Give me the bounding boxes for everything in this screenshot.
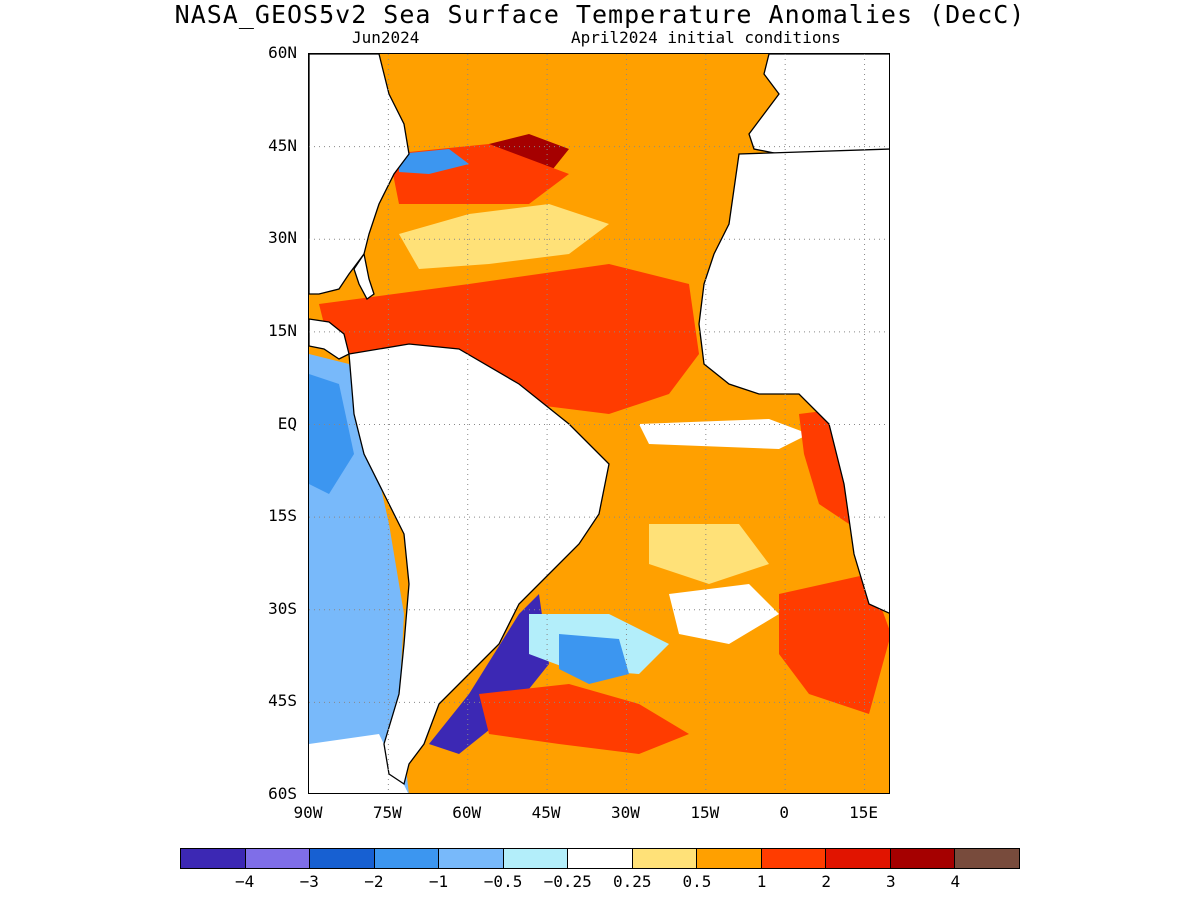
lat-label: 60N: [268, 43, 297, 62]
region-tropical-north-atlantic: [319, 264, 699, 414]
colorbar-tick-label: −1: [428, 872, 449, 891]
colorbar-tick-label: 1: [756, 872, 767, 891]
colorbar-swatch: [181, 849, 246, 868]
colorbar-tick-label: −2: [364, 872, 384, 891]
florida: [353, 252, 375, 300]
lon-label: 0: [779, 803, 789, 822]
colorbar-swatch: [568, 849, 633, 868]
south-atlantic-blue-patch: [559, 634, 629, 684]
colorbar-tick-label: 2: [821, 872, 831, 891]
gridlines: [309, 54, 889, 793]
lat-label: 30N: [268, 228, 297, 248]
colorbar-swatch: [826, 849, 891, 868]
colorbar-tick-label: 3: [885, 872, 896, 891]
benguela-red: [779, 574, 889, 714]
lat-label: EQ: [277, 413, 297, 433]
initial-conditions: April2024 initial conditions: [571, 28, 841, 47]
colorbar-swatch: [890, 849, 956, 868]
colorbar-swatch: [374, 849, 440, 868]
colorbar-tick-label: −4: [234, 872, 255, 891]
colorbar-swatch: [955, 849, 1019, 868]
colorbar: [180, 848, 1020, 869]
pacific-blue-patch: [309, 374, 354, 494]
lat-label: 45N: [268, 135, 297, 155]
map-canvas: [309, 54, 889, 793]
south-atlantic-red-band: [479, 684, 689, 754]
lon-label: 75W: [372, 803, 402, 822]
region-equatorial-cool-tongue: [639, 419, 809, 449]
land-masses: [309, 54, 889, 786]
colorbar-swatch: [245, 849, 311, 868]
region-southwest-atlantic-cold: [429, 594, 549, 754]
colorbar-swatch: [697, 849, 762, 868]
labrador-cold-patch: [399, 149, 469, 174]
south-atlantic-white-swirl: [669, 584, 779, 644]
subtropical-yellow-2: [649, 524, 769, 584]
lon-label: 45W: [531, 803, 561, 822]
pacific-white-band: [309, 734, 409, 793]
colorbar-swatch: [761, 849, 827, 868]
colorbar-tick-label: 4: [950, 872, 961, 891]
lon-label: 15W: [690, 803, 720, 822]
south-america: [348, 343, 610, 786]
colorbar-swatch: [503, 849, 569, 868]
africa: [698, 148, 889, 614]
lon-label: 90W: [293, 803, 323, 822]
colorbar-tick-label: −0.25: [543, 872, 592, 891]
colorbar-swatch: [439, 849, 504, 868]
sst-anomaly-map: [308, 53, 890, 794]
colorbar-swatch: [310, 849, 375, 868]
colorbar-swatch: [632, 849, 698, 868]
lon-label: 15E: [849, 803, 878, 822]
lat-label: 15N: [268, 320, 297, 340]
lat-label: 45S: [268, 691, 297, 711]
colorbar-tick-label: 0.25: [613, 872, 652, 891]
region-subtropical-warm-patches: [399, 204, 609, 269]
colorbar-tick-label: −3: [299, 872, 319, 891]
central-america: [309, 318, 350, 360]
north-america: [309, 54, 410, 295]
forecast-month: Jun2024: [352, 28, 420, 47]
colorbar-tick-label: −0.5: [483, 872, 523, 891]
lat-label: 15S: [268, 506, 297, 526]
lat-label: 30S: [268, 598, 297, 618]
lon-label: 60W: [452, 803, 482, 822]
map-title: NASA_GEOS5v2 Sea Surface Temperature Ano…: [174, 0, 1026, 29]
colorbar-tick-label: 0.5: [682, 872, 712, 891]
lon-label: 30W: [611, 803, 640, 822]
lat-label: 60S: [268, 784, 297, 803]
